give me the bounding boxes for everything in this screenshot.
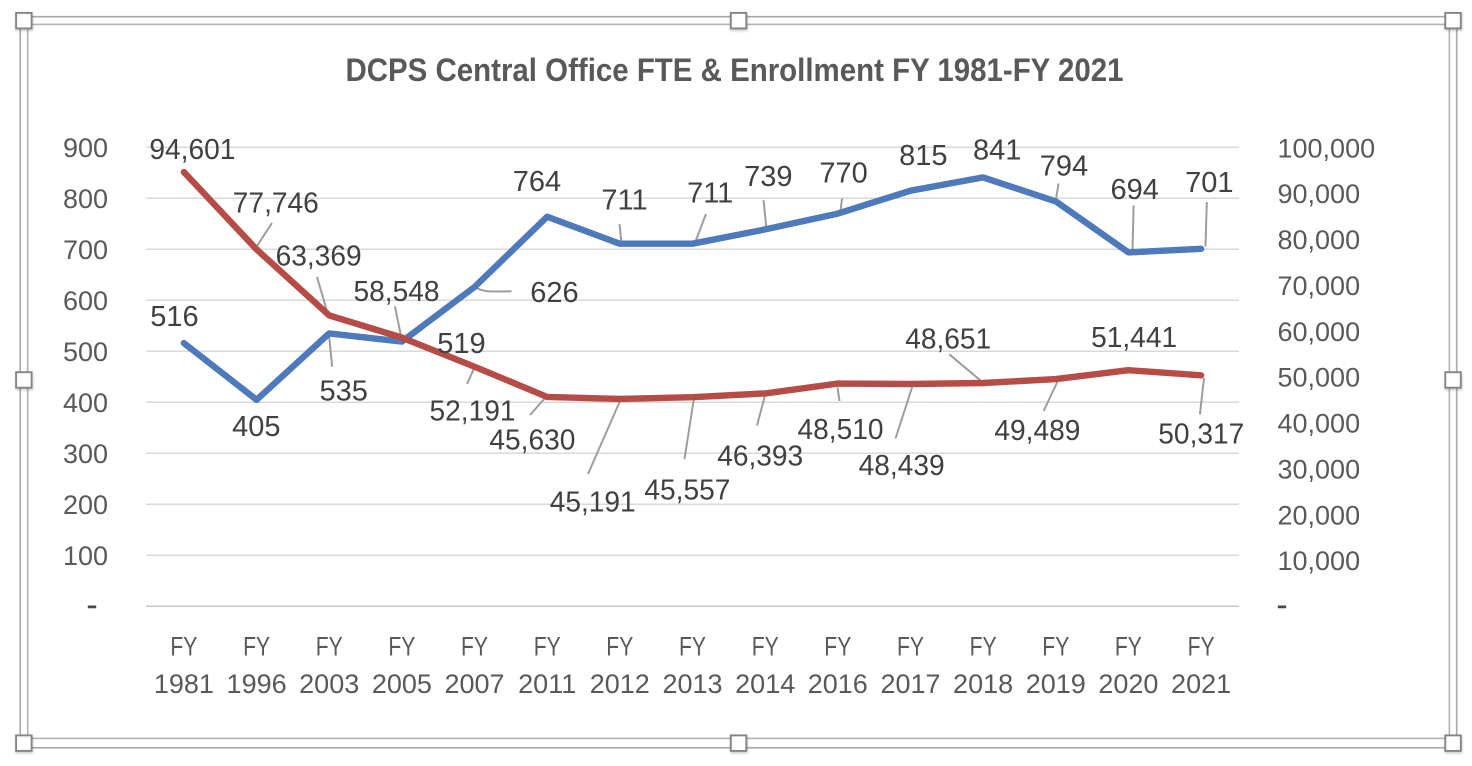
- svg-text:FY: FY: [170, 632, 197, 662]
- svg-text:815: 815: [899, 140, 947, 172]
- svg-text:FY: FY: [243, 632, 270, 662]
- svg-text:80,000: 80,000: [1278, 225, 1361, 255]
- svg-text:516: 516: [150, 301, 198, 333]
- svg-text:2019: 2019: [1026, 669, 1086, 699]
- svg-text:739: 739: [744, 161, 792, 193]
- svg-text:45,191: 45,191: [550, 486, 636, 518]
- svg-text:711: 711: [601, 184, 647, 216]
- svg-text:2011: 2011: [518, 669, 576, 699]
- svg-text:46,393: 46,393: [717, 441, 803, 473]
- svg-text:100: 100: [63, 541, 108, 571]
- svg-text:52,191: 52,191: [430, 396, 516, 428]
- svg-text:1996: 1996: [227, 669, 287, 699]
- svg-text:50,000: 50,000: [1278, 363, 1361, 393]
- svg-text:FY: FY: [461, 632, 488, 662]
- svg-text:FY: FY: [316, 632, 343, 662]
- svg-text:70,000: 70,000: [1278, 271, 1361, 301]
- svg-text:2020: 2020: [1098, 669, 1158, 699]
- svg-text:2014: 2014: [735, 669, 795, 699]
- svg-text:FY: FY: [534, 632, 561, 662]
- svg-text:FY: FY: [606, 632, 633, 662]
- svg-text:FY: FY: [1115, 632, 1142, 662]
- svg-text:2003: 2003: [299, 669, 359, 699]
- svg-text:FY: FY: [388, 632, 415, 662]
- svg-text:45,557: 45,557: [644, 475, 730, 507]
- svg-text:2016: 2016: [808, 669, 868, 699]
- svg-text:500: 500: [63, 337, 108, 367]
- svg-text:900: 900: [63, 133, 108, 163]
- svg-text:2005: 2005: [372, 669, 432, 699]
- svg-text:100,000: 100,000: [1278, 133, 1376, 163]
- svg-text:626: 626: [530, 277, 578, 309]
- svg-text:48,510: 48,510: [798, 414, 884, 446]
- svg-text:2018: 2018: [953, 669, 1013, 699]
- svg-text:600: 600: [63, 286, 108, 316]
- svg-text:2013: 2013: [662, 669, 722, 699]
- svg-text:94,601: 94,601: [149, 134, 235, 166]
- svg-text:2021: 2021: [1171, 669, 1231, 699]
- svg-text:701: 701: [1185, 167, 1233, 199]
- svg-text:51,441: 51,441: [1091, 322, 1177, 354]
- svg-text:FY: FY: [897, 632, 924, 662]
- svg-text:694: 694: [1111, 174, 1159, 206]
- svg-text:770: 770: [819, 158, 867, 190]
- svg-text:794: 794: [1040, 151, 1088, 183]
- svg-text:2012: 2012: [590, 669, 650, 699]
- svg-text:63,369: 63,369: [276, 241, 362, 273]
- svg-text:FY: FY: [1188, 632, 1215, 662]
- svg-text:405: 405: [232, 411, 280, 443]
- svg-text:48,651: 48,651: [905, 324, 991, 356]
- svg-text:77,746: 77,746: [233, 187, 319, 219]
- svg-text:10,000: 10,000: [1278, 546, 1361, 576]
- svg-text:DCPS Central Office FTE & Enro: DCPS Central Office FTE & Enrollment FY …: [346, 52, 1124, 88]
- svg-text:FY: FY: [970, 632, 997, 662]
- svg-text:1981: 1981: [154, 669, 214, 699]
- svg-text:20,000: 20,000: [1278, 500, 1361, 530]
- svg-text:400: 400: [63, 388, 108, 418]
- svg-text:40,000: 40,000: [1278, 409, 1361, 439]
- svg-text:300: 300: [63, 439, 108, 469]
- svg-text:200: 200: [63, 490, 108, 520]
- svg-text:48,439: 48,439: [859, 450, 945, 482]
- svg-text:2017: 2017: [880, 669, 940, 699]
- svg-text:58,548: 58,548: [354, 276, 440, 308]
- svg-text:519: 519: [437, 328, 485, 360]
- svg-text:60,000: 60,000: [1278, 317, 1361, 347]
- svg-text:49,489: 49,489: [994, 415, 1080, 447]
- svg-text:FY: FY: [1042, 632, 1069, 662]
- svg-text:535: 535: [320, 376, 368, 408]
- svg-text:50,317: 50,317: [1158, 418, 1244, 450]
- svg-text:841: 841: [973, 135, 1021, 167]
- svg-text:711: 711: [687, 177, 733, 209]
- svg-text:FY: FY: [679, 632, 706, 662]
- svg-text:2007: 2007: [444, 669, 504, 699]
- svg-text:30,000: 30,000: [1278, 454, 1361, 484]
- svg-text:800: 800: [63, 184, 108, 214]
- svg-text:45,630: 45,630: [489, 425, 575, 457]
- svg-text:FY: FY: [752, 632, 779, 662]
- svg-text:764: 764: [513, 166, 561, 198]
- svg-text:700: 700: [63, 235, 108, 265]
- svg-text:90,000: 90,000: [1278, 179, 1361, 209]
- svg-text:FY: FY: [824, 632, 851, 662]
